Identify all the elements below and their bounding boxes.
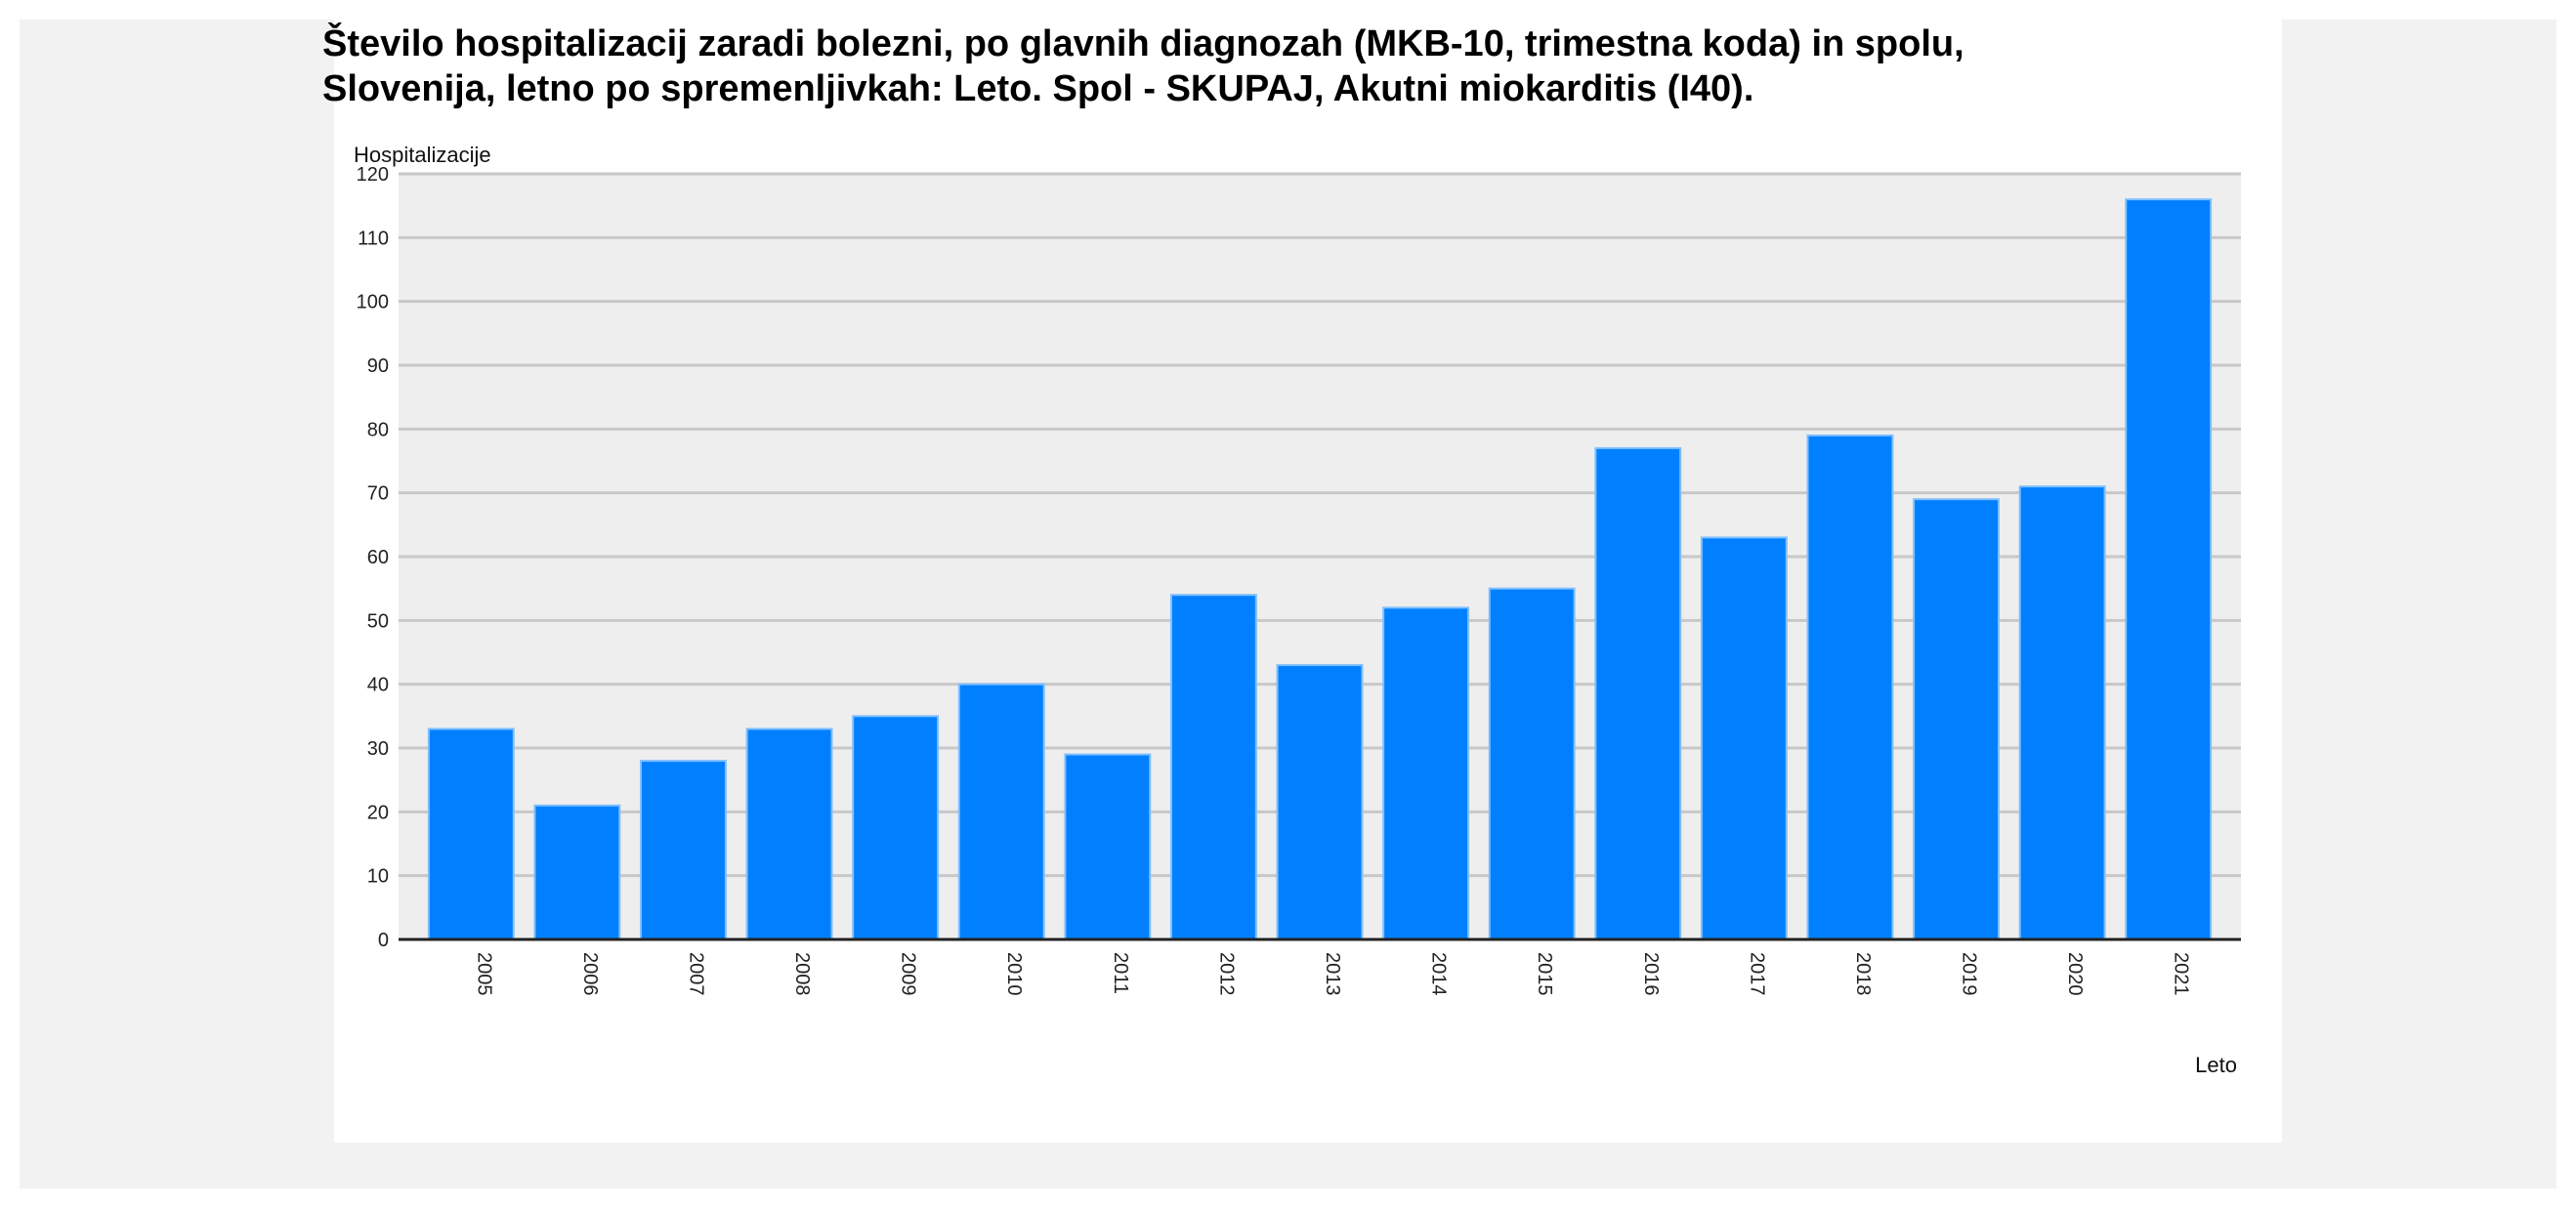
- y-axis-title: Hospitalizacije: [354, 143, 491, 167]
- bar-2013[interactable]: [1276, 664, 1364, 940]
- x-tick-label: 2017: [1746, 952, 1767, 996]
- y-tick-label: 50: [367, 610, 389, 632]
- bar-2009[interactable]: [852, 715, 940, 940]
- x-tick-label: 2015: [1534, 952, 1555, 996]
- x-tick-label: 2008: [791, 952, 813, 996]
- x-tick-label: 2012: [1215, 952, 1237, 996]
- y-tick-label: 60: [367, 547, 389, 568]
- x-axis-title: Leto: [2195, 1053, 2237, 1077]
- x-tick-label: 2007: [685, 952, 706, 996]
- chart-title-line-2: Slovenija, letno po spremenljivkah: Leto…: [322, 68, 1754, 109]
- y-tick-label: 30: [367, 738, 389, 760]
- x-tick-label: 2009: [898, 952, 919, 996]
- bar-2007[interactable]: [640, 760, 727, 940]
- x-tick-label: 2019: [1959, 952, 1980, 995]
- x-tick-label: 2018: [1852, 952, 1874, 996]
- x-tick-label: 2014: [1428, 952, 1450, 996]
- bar-2005[interactable]: [427, 728, 515, 941]
- y-tick-label: 40: [367, 675, 389, 696]
- x-axis-ticks: 2005 2006 2007 2008 2009 2010 2011 2012 2013 2014…: [473, 952, 2191, 996]
- chart-title-line-1: Število hospitalizacij zaradi bolezni, p…: [322, 23, 1964, 64]
- bar-2015[interactable]: [1488, 587, 1576, 941]
- x-tick-label: 2020: [2064, 952, 2086, 996]
- y-tick-label: 90: [367, 355, 389, 377]
- y-tick-label: 0: [378, 930, 389, 951]
- bar-2017[interactable]: [1700, 536, 1788, 941]
- bar-2018[interactable]: [1806, 434, 1894, 941]
- y-tick-label: 70: [367, 483, 389, 505]
- x-tick-label: 2016: [1640, 952, 1662, 996]
- bar-2006[interactable]: [533, 804, 621, 940]
- x-tick-label: 2010: [1003, 952, 1025, 996]
- bar-2008[interactable]: [745, 728, 833, 941]
- bar-2011[interactable]: [1064, 753, 1152, 940]
- y-tick-label: 80: [367, 419, 389, 440]
- bar-2012[interactable]: [1169, 594, 1257, 940]
- bar-2014[interactable]: [1382, 606, 1470, 940]
- bars: [427, 198, 2213, 941]
- y-axis-ticks: 0 10 20 30 40 50 60 70 80 90 100 110 120: [357, 164, 389, 951]
- x-tick-label: 2013: [1322, 952, 1343, 996]
- y-tick-label: 10: [367, 866, 389, 888]
- y-tick-label: 120: [357, 164, 389, 186]
- y-tick-label: 100: [357, 292, 389, 313]
- bar-2019[interactable]: [1913, 498, 2000, 940]
- y-tick-label: 20: [367, 802, 389, 823]
- bar-2016[interactable]: [1594, 446, 1682, 940]
- bar-2010[interactable]: [957, 683, 1045, 941]
- bar-2021[interactable]: [2125, 198, 2213, 940]
- chart-title: Število hospitalizacij zaradi bolezni, p…: [322, 21, 2237, 111]
- bar-2020[interactable]: [2018, 485, 2106, 940]
- x-tick-label: 2021: [2171, 952, 2192, 996]
- x-tick-label: 2005: [473, 952, 494, 996]
- x-tick-label: 2011: [1110, 952, 1131, 994]
- x-tick-label: 2006: [579, 952, 601, 996]
- y-tick-label: 110: [358, 228, 389, 249]
